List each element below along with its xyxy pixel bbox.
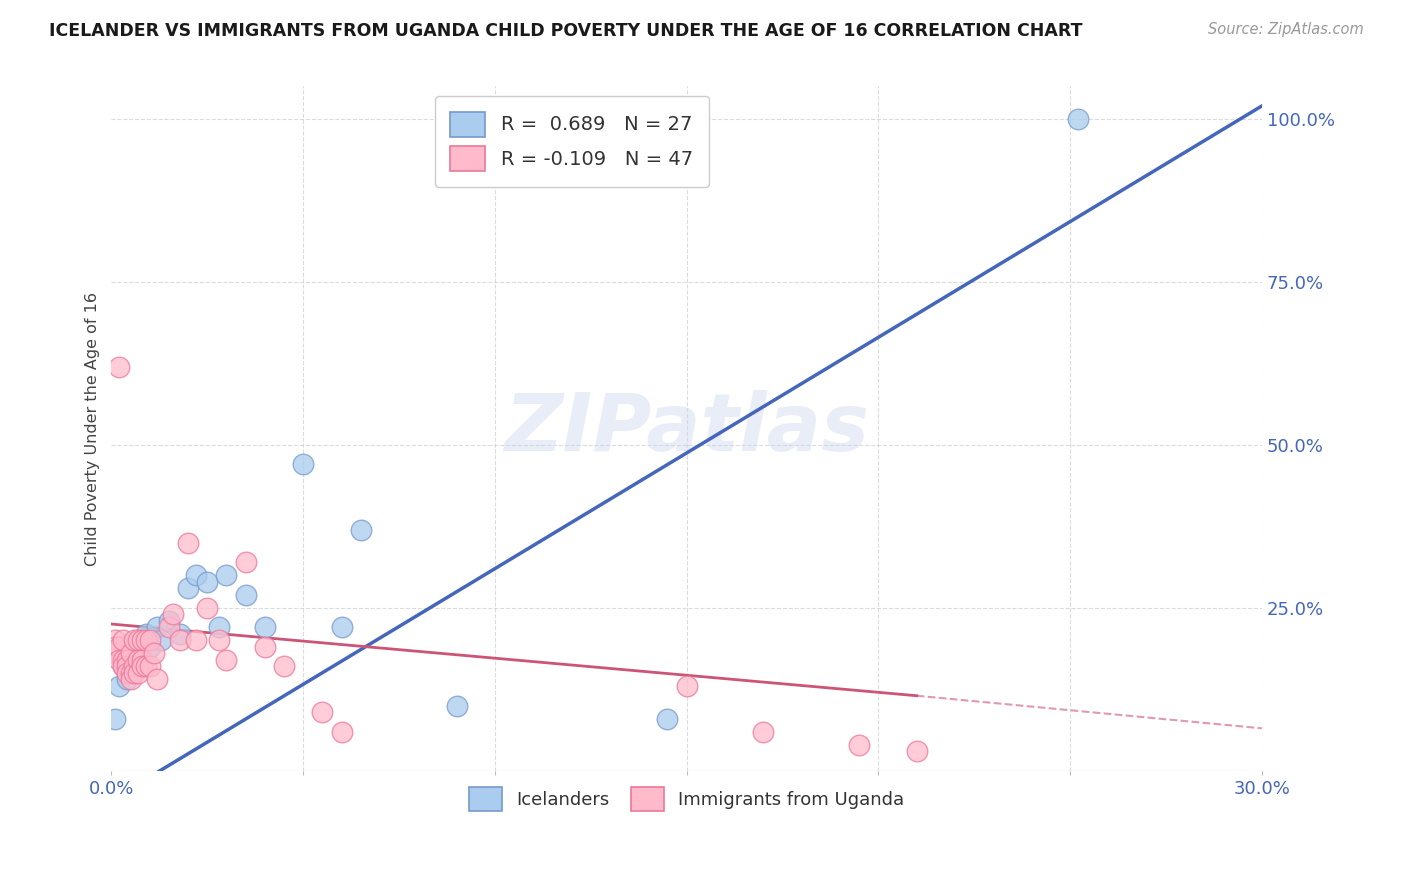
Point <box>127 653 149 667</box>
Point <box>150 633 173 648</box>
Point <box>124 659 146 673</box>
Point <box>184 633 207 648</box>
Point <box>135 633 157 648</box>
Point <box>108 640 131 654</box>
Point <box>120 646 142 660</box>
Text: ICELANDER VS IMMIGRANTS FROM UGANDA CHILD POVERTY UNDER THE AGE OF 16 CORRELATIO: ICELANDER VS IMMIGRANTS FROM UGANDA CHIL… <box>49 22 1083 40</box>
Point <box>111 653 134 667</box>
Point <box>195 574 218 589</box>
Point <box>253 620 276 634</box>
Point <box>139 659 162 673</box>
Point <box>115 653 138 667</box>
Point <box>350 523 373 537</box>
Point <box>111 659 134 673</box>
Point <box>273 659 295 673</box>
Point <box>162 607 184 622</box>
Point <box>120 646 142 660</box>
Point <box>104 640 127 654</box>
Point <box>292 458 315 472</box>
Legend: Icelanders, Immigrants from Uganda: Icelanders, Immigrants from Uganda <box>457 775 917 823</box>
Point <box>146 673 169 687</box>
Point <box>124 653 146 667</box>
Point <box>131 633 153 648</box>
Point <box>215 653 238 667</box>
Point <box>139 633 162 648</box>
Point <box>111 659 134 673</box>
Point <box>131 659 153 673</box>
Point <box>142 646 165 660</box>
Point <box>115 659 138 673</box>
Point <box>124 665 146 680</box>
Point <box>111 633 134 648</box>
Point <box>848 738 870 752</box>
Point <box>311 705 333 719</box>
Text: ZIPatlas: ZIPatlas <box>505 390 869 467</box>
Point <box>131 653 153 667</box>
Point <box>215 568 238 582</box>
Point <box>104 633 127 648</box>
Point <box>169 633 191 648</box>
Point <box>127 653 149 667</box>
Point <box>108 679 131 693</box>
Point <box>135 627 157 641</box>
Point <box>115 665 138 680</box>
Point <box>139 640 162 654</box>
Point <box>146 620 169 634</box>
Point <box>235 588 257 602</box>
Point <box>184 568 207 582</box>
Y-axis label: Child Poverty Under the Age of 16: Child Poverty Under the Age of 16 <box>86 292 100 566</box>
Point <box>253 640 276 654</box>
Point <box>104 646 127 660</box>
Point <box>446 698 468 713</box>
Point <box>1067 112 1090 126</box>
Point <box>108 359 131 374</box>
Point <box>177 535 200 549</box>
Point <box>108 653 131 667</box>
Point <box>157 614 180 628</box>
Point <box>330 724 353 739</box>
Point <box>905 744 928 758</box>
Point <box>177 581 200 595</box>
Point <box>208 620 231 634</box>
Point <box>127 665 149 680</box>
Text: Source: ZipAtlas.com: Source: ZipAtlas.com <box>1208 22 1364 37</box>
Point <box>675 679 697 693</box>
Point <box>120 673 142 687</box>
Point <box>195 600 218 615</box>
Point <box>104 712 127 726</box>
Point <box>330 620 353 634</box>
Point <box>752 724 775 739</box>
Point <box>235 555 257 569</box>
Point <box>131 633 153 648</box>
Point <box>169 627 191 641</box>
Point <box>124 633 146 648</box>
Point <box>115 673 138 687</box>
Point <box>120 665 142 680</box>
Point <box>135 659 157 673</box>
Point <box>657 712 679 726</box>
Point <box>208 633 231 648</box>
Point <box>127 633 149 648</box>
Point <box>157 620 180 634</box>
